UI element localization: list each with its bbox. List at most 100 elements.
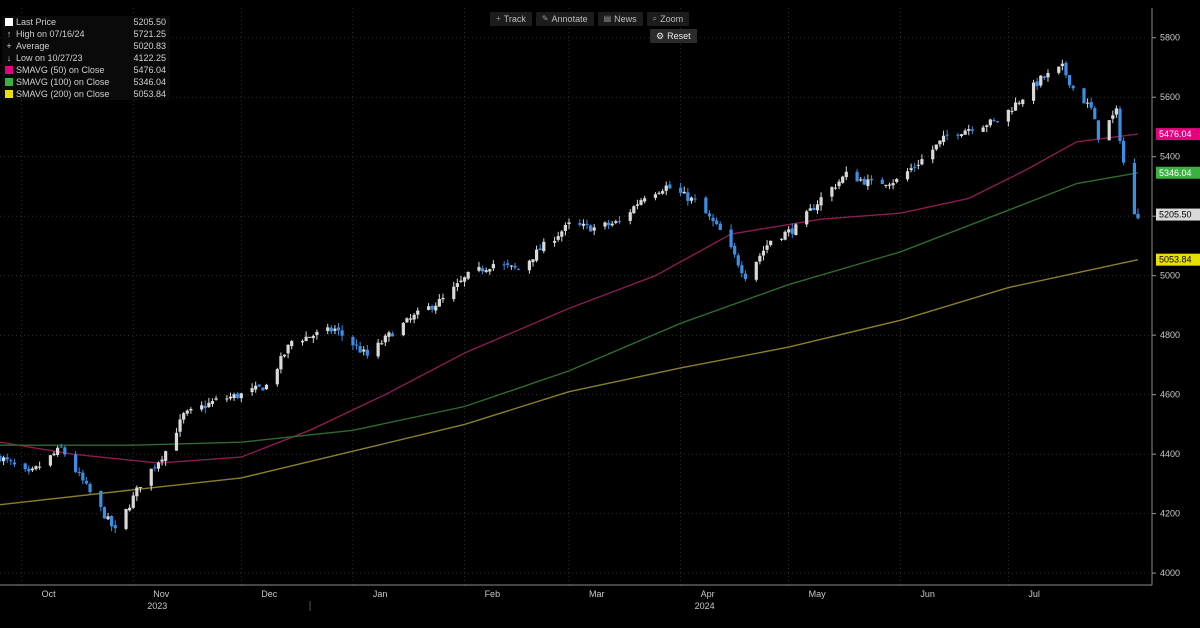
candle [214,395,218,401]
candle-body [56,447,60,455]
candle-body [207,402,211,407]
candle-body [992,120,996,122]
candle [567,218,571,230]
candle-body [333,328,337,331]
x-year-label: 2023 [147,601,167,611]
candle-body [563,225,567,231]
candle [1136,208,1140,220]
candle [250,383,254,396]
candle [934,144,938,151]
news-button[interactable]: ▤ News [597,12,643,26]
candle-body [214,398,218,400]
candle-body [1136,213,1140,219]
candle-body [23,463,27,470]
candle-body [819,197,823,206]
candle-body [315,331,319,336]
price-tags: 5476.04 5346.04 5205.50 5053.84 [1156,128,1200,266]
candle-body [581,223,586,226]
candle-body [1114,108,1118,115]
magnifier-icon: ⌕ [652,14,658,23]
candle [769,240,773,247]
candle [841,175,845,184]
candle-body [308,336,312,338]
candle-body [985,125,989,127]
candle-body [480,268,485,272]
candle-body [149,468,153,486]
candle [607,219,611,230]
candle-body [257,384,261,387]
candle [1006,109,1010,127]
candle [156,461,161,472]
candle-body [329,327,333,332]
candle-body [1060,63,1064,67]
candle-body [27,468,31,472]
candle [542,238,546,254]
candle [0,454,2,463]
candle [718,221,722,231]
candle-body [102,507,107,519]
candle-body [1042,76,1046,78]
candle [707,210,712,221]
candle-body [1010,110,1014,112]
candle [236,392,240,400]
candle-body [1017,102,1021,104]
candle [333,325,337,335]
candle [182,411,186,424]
candle [819,192,823,211]
candle [740,261,744,278]
annotate-button[interactable]: ✎ Annotate [535,12,594,26]
candle [174,428,179,451]
candle [210,398,215,407]
candle-body [790,228,794,234]
y-tick-label: 5600 [1160,92,1180,102]
candle [138,487,143,493]
candle [985,124,989,133]
candle [992,117,996,122]
candle-body [758,255,762,262]
y-tick-label: 5000 [1160,271,1180,281]
candle [311,334,315,344]
candle [56,445,60,457]
candle [790,223,794,238]
candle [639,197,643,206]
candle-body [12,462,17,465]
zoom-button[interactable]: ⌕ Zoom [646,12,690,26]
legend-sma100: SMAVG (100) on Close 5346.04 [2,76,170,88]
candle [1017,100,1021,106]
candle-body [661,191,665,194]
candle-body [254,385,258,390]
candle [387,330,391,342]
legend-low: ↓ Low on 10/27/23 4122.25 [6,53,166,63]
candle [516,268,521,271]
candle-body [592,227,596,231]
candle-body [639,200,643,205]
candle-body [380,343,384,345]
reset-button[interactable]: ⚙ Reset [650,29,697,43]
candle-body [567,222,571,225]
candle-body [603,222,607,227]
candle-body [805,211,809,225]
candle [880,177,884,185]
candle [102,506,107,519]
candle-body [2,457,6,462]
candle [261,387,265,391]
candle [938,140,942,148]
candle [207,397,211,409]
candle-body [1096,120,1100,140]
candle-body [84,480,89,484]
candle [866,174,870,190]
candle-body [560,231,564,237]
candle [264,383,269,390]
candle [1064,60,1068,79]
candle-body [477,266,481,271]
track-button[interactable]: + Track [490,12,532,26]
candle [988,118,992,128]
moving-average-lines [0,133,1139,506]
candle-body [1089,101,1093,108]
candle [887,182,892,190]
candle-body [340,330,344,336]
candle-body [905,171,910,180]
candle [416,307,420,319]
candle [981,125,985,133]
